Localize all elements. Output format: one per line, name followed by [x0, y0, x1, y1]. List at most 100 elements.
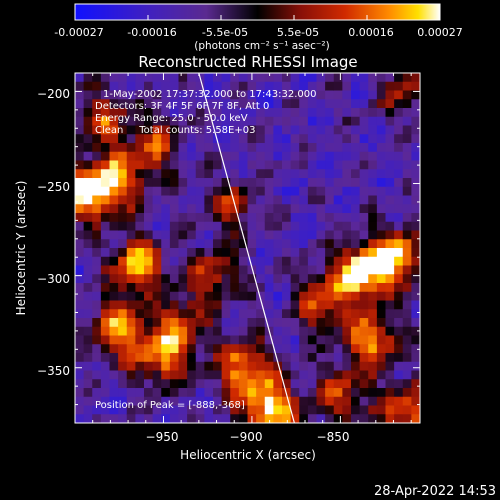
heatmap-cell: [273, 125, 283, 135]
heatmap-cell: [385, 125, 395, 135]
heatmap-cell: [342, 361, 352, 371]
heatmap-cell: [282, 143, 292, 153]
heatmap-cell: [100, 186, 110, 196]
heatmap-cell: [75, 309, 85, 319]
heatmap-cell: [221, 134, 231, 144]
heatmap-cell: [376, 160, 386, 170]
heatmap-cell: [109, 414, 119, 423]
heatmap-cell: [359, 291, 369, 301]
heatmap-cell: [325, 195, 335, 205]
heatmap-cell: [247, 291, 257, 301]
heatmap-cell: [144, 344, 154, 354]
heatmap-cell: [109, 230, 119, 240]
heatmap-cell: [195, 134, 205, 144]
heatmap-cell: [273, 379, 283, 389]
heatmap-cell: [411, 90, 420, 100]
heatmap-cell: [230, 274, 240, 284]
heatmap-cell: [333, 326, 343, 336]
heatmap-cell: [204, 160, 214, 170]
heatmap-cell: [247, 353, 257, 363]
heatmap-cell: [144, 151, 154, 161]
heatmap-cell: [169, 169, 179, 179]
plot-frame: [74, 72, 421, 424]
heatmap-cell: [92, 151, 102, 161]
heatmap-cell: [118, 353, 128, 363]
heatmap-cell: [342, 396, 352, 406]
heatmap-cell: [385, 274, 395, 284]
heatmap-cell: [135, 90, 145, 100]
heatmap-cell: [282, 326, 292, 336]
heatmap-cell: [316, 326, 326, 336]
heatmap-cell: [213, 405, 223, 415]
heatmap-cell: [204, 414, 214, 423]
heatmap-cell: [100, 90, 110, 100]
heatmap-cell: [230, 335, 240, 345]
heatmap-cell: [307, 116, 317, 126]
heatmap-cell: [204, 335, 214, 345]
heatmap-cell: [402, 195, 412, 205]
heatmap-cell: [118, 125, 128, 135]
heatmap-cell: [264, 414, 274, 423]
heatmap-cell: [256, 283, 266, 293]
heatmap-cell: [204, 143, 214, 153]
heatmap-cell: [230, 108, 240, 118]
heatmap-cell: [342, 309, 352, 319]
heatmap-cell: [230, 90, 240, 100]
heatmap-cell: [178, 125, 188, 135]
heatmap-cell: [264, 230, 274, 240]
heatmap-cell: [92, 230, 102, 240]
heatmap-cell: [126, 318, 136, 328]
heatmap-cell: [187, 125, 197, 135]
heatmap-cell: [342, 81, 352, 91]
heatmap-cell: [290, 256, 300, 266]
heatmap-cell: [299, 195, 309, 205]
heatmap-cell: [394, 169, 404, 179]
heatmap-cell: [282, 195, 292, 205]
heatmap-cell: [230, 370, 240, 380]
heatmap-cell: [109, 379, 119, 389]
heatmap-cell: [316, 344, 326, 354]
heatmap-cell: [109, 221, 119, 231]
heatmap-cell: [247, 151, 257, 161]
heatmap-cell: [282, 283, 292, 293]
heatmap-cell: [359, 283, 369, 293]
heatmap-cell: [411, 388, 420, 398]
heatmap-cell: [394, 309, 404, 319]
heatmap-cell: [273, 143, 283, 153]
heatmap-cell: [282, 230, 292, 240]
heatmap-cell: [144, 405, 154, 415]
heatmap-cell: [282, 108, 292, 118]
heatmap-cell: [368, 125, 378, 135]
heatmap-cell: [342, 221, 352, 231]
heatmap-cell: [316, 99, 326, 109]
colorbar-tick-label: -0.00027: [54, 26, 103, 39]
heatmap-cell: [109, 361, 119, 371]
heatmap-cell: [238, 248, 248, 258]
heatmap-cell: [273, 300, 283, 310]
heatmap-cell: [83, 90, 93, 100]
heatmap-cell: [359, 143, 369, 153]
heatmap-cell: [118, 283, 128, 293]
heatmap-cell: [204, 300, 214, 310]
heatmap-cell: [290, 125, 300, 135]
heatmap-cell: [273, 90, 283, 100]
heatmap-cell: [126, 125, 136, 135]
heatmap-cell: [299, 81, 309, 91]
heatmap-cell: [368, 143, 378, 153]
heatmap-cell: [273, 116, 283, 126]
heatmap-cell: [75, 274, 85, 284]
heatmap-cell: [316, 370, 326, 380]
heatmap-cell: [100, 414, 110, 423]
heatmap-cell: [169, 379, 179, 389]
heatmap-cell: [144, 414, 154, 423]
heatmap-cell: [75, 230, 85, 240]
heatmap-cell: [100, 160, 110, 170]
heatmap-cell: [256, 134, 266, 144]
heatmap-cell: [238, 256, 248, 266]
heatmap-cell: [169, 265, 179, 275]
heatmap-cell: [169, 221, 179, 231]
heatmap-cell: [144, 318, 154, 328]
heatmap-cell: [359, 90, 369, 100]
heatmap-cell: [135, 160, 145, 170]
